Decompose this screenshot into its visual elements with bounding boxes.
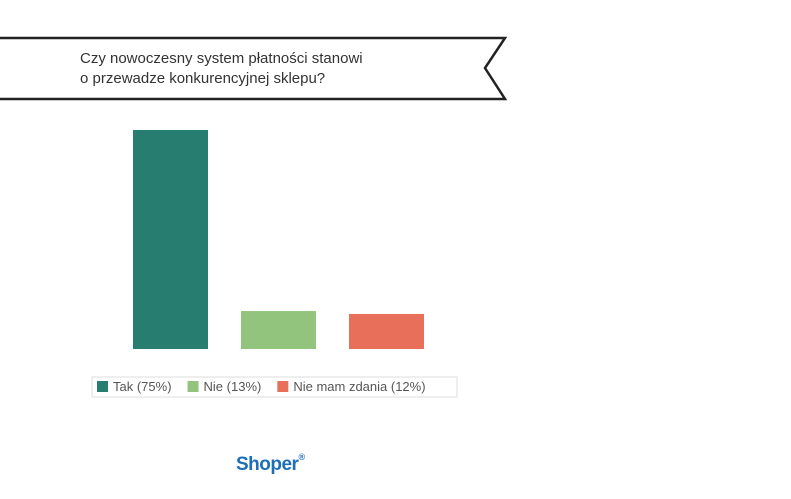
title-banner (0, 36, 508, 101)
legend-swatch (97, 381, 108, 392)
bar (241, 311, 316, 349)
legend-box (91, 376, 458, 398)
bar (133, 130, 208, 349)
legend-label: Nie mam zdania (12%) (293, 379, 425, 394)
logo-name: Shoper (236, 454, 300, 475)
legend-swatch (277, 381, 289, 392)
legend-label: Nie (13%) (204, 379, 262, 394)
logo: Shoper® (236, 452, 305, 475)
bar (349, 313, 424, 349)
logo-mark: ® (298, 452, 305, 462)
chart-title-line: Czy nowoczesny system płatności stanowi (80, 50, 363, 67)
legend-swatch (187, 381, 199, 392)
chart-title-line: o przewadze konkurencyjnej sklepu? (80, 70, 325, 87)
legend-label: Tak (75%) (113, 379, 172, 394)
